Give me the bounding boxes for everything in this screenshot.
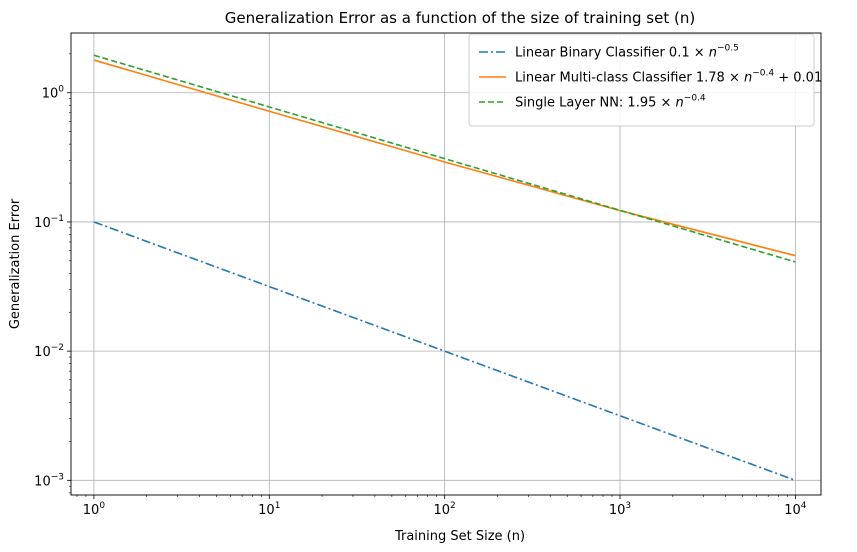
x-tick-label: 101 (258, 501, 280, 518)
x-tick-label: 102 (434, 501, 456, 518)
legend-box (468, 33, 815, 127)
series-line-0 (93, 221, 796, 482)
series-lines (93, 54, 796, 482)
y-tick-label: 10−3 (34, 472, 64, 489)
plot-area-frame (70, 32, 822, 496)
legend-label-1: Linear Multi-class Classifier 1.78 × n−0… (515, 69, 822, 86)
legend: Linear Binary Classifier 0.1 × n−0.5 Line… (468, 33, 822, 127)
x-tick-label: 103 (609, 501, 631, 518)
x-tick-label: 100 (83, 501, 106, 518)
y-tick-label: 10−1 (34, 214, 64, 231)
y-axis-label: Generalization Error (8, 198, 23, 329)
x-tick-label: 104 (784, 501, 807, 518)
y-tick-label: 100 (42, 85, 65, 102)
legend-label-0: Linear Binary Classifier 0.1 × n−0.5 (515, 44, 739, 61)
legend-label-2: Single Layer NN: 1.95 × n−0.4 (515, 94, 706, 111)
chart-title: Generalization Error as a function of th… (225, 9, 695, 27)
y-tick-label: 10−2 (34, 343, 64, 360)
axis-ticks: 100 101 102 103 104 100 10−1 10−2 10−3 (34, 53, 807, 518)
grid-lines (71, 33, 821, 495)
x-axis-label: Training Set Size (n) (394, 529, 525, 544)
